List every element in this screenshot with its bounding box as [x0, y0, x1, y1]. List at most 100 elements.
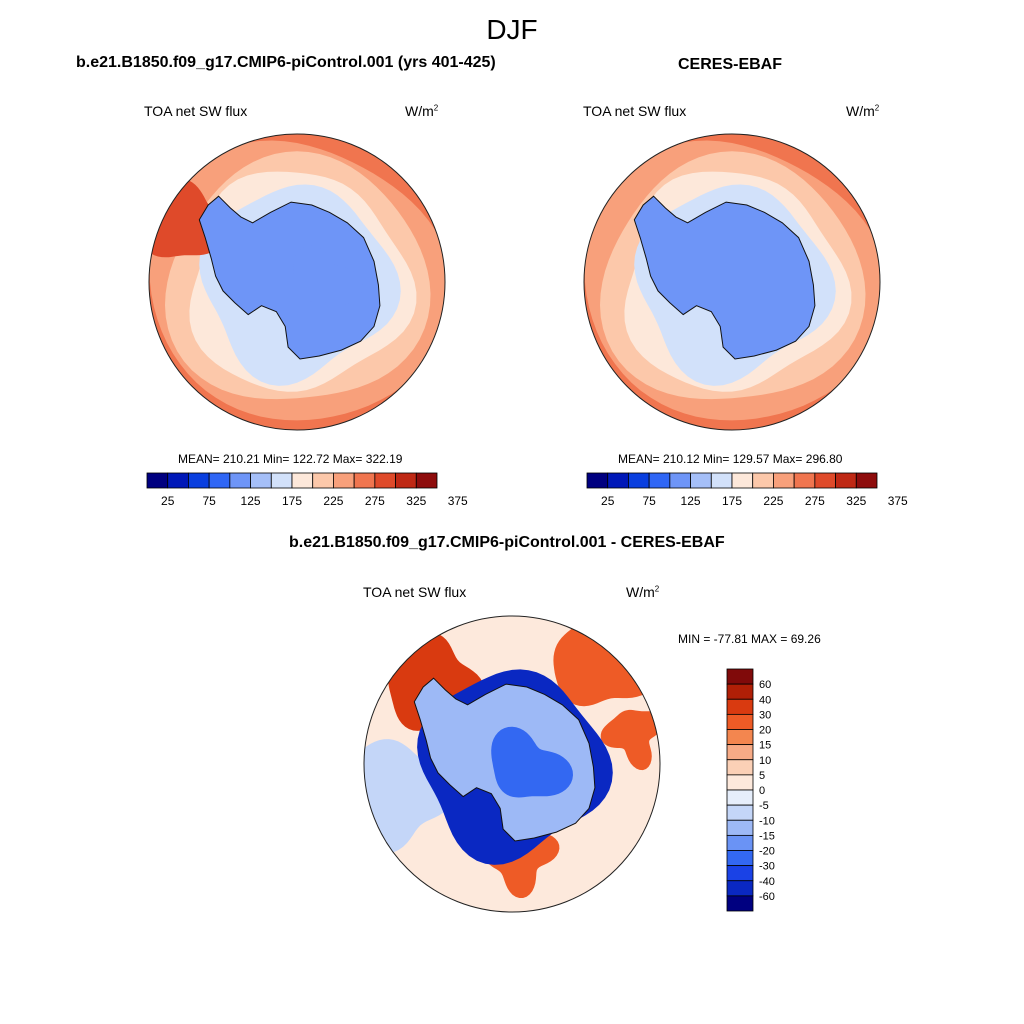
obs-colorbar-tick-label: 275: [805, 494, 825, 508]
diff-colorbar-tick-label: -15: [759, 830, 775, 842]
map-model-antarctica-landmass: [198, 195, 381, 360]
diff-colorbar-box: [726, 774, 754, 791]
model-colorbar-box: [229, 472, 251, 489]
model-colorbar-box: [146, 472, 169, 489]
model-colorbar-tick-label: 125: [241, 494, 261, 508]
model-stats: MEAN= 210.21 Min= 122.72 Max= 322.19: [178, 452, 403, 466]
diff-colorbar-box: [726, 880, 754, 897]
model-colorbar-tick-label: 325: [406, 494, 426, 508]
diff-colorbar-tick-label: 60: [759, 679, 771, 691]
diff-colorbar-box: [726, 850, 754, 867]
model-map-border: [148, 133, 446, 431]
obs-colorbar-tick-label: 325: [846, 494, 866, 508]
diff-colorbar-tick-label: 0: [759, 785, 765, 797]
diff-colorbar-box: [726, 804, 754, 821]
diff-variable-label: TOA net SW flux: [363, 584, 467, 600]
obs-panel-title: CERES-EBAF: [678, 56, 783, 73]
model-colorbar-box: [333, 472, 355, 489]
diff-colorbar-tick-label: 10: [759, 755, 771, 767]
obs-colorbar-box: [690, 472, 712, 489]
diff-patch-0: [553, 616, 655, 707]
obs-units-label: W/m2: [846, 103, 880, 119]
diff-map-border: [363, 615, 661, 913]
diff-colorbar-tick-label: 20: [759, 725, 771, 737]
diff-colorbar-box: [726, 834, 754, 851]
map-model-plateau-minimum-patch: [293, 245, 363, 305]
obs-map-border: [583, 133, 881, 431]
obs-colorbar-box: [855, 472, 878, 489]
model-colorbar-box: [395, 472, 417, 489]
model-colorbar-box: [353, 472, 376, 489]
diff-patch-4: [600, 709, 660, 771]
obs-colorbar-box: [793, 472, 816, 489]
obs-colorbar-tick-label: 375: [888, 494, 908, 508]
model-colorbar-box: [188, 472, 210, 489]
obs-colorbar-box: [607, 472, 629, 489]
model-polar-map: [149, 134, 445, 430]
model-colorbar-box: [270, 472, 293, 489]
model-colorbar-tick-label: 275: [365, 494, 385, 508]
obs-colorbar-box: [628, 472, 650, 489]
model-colorbar-box: [208, 472, 231, 489]
model-colorbar-tick-label: 175: [282, 494, 302, 508]
map-obs-antarctica-landmass: [633, 195, 816, 360]
obs-stats: MEAN= 210.12 Min= 129.57 Max= 296.80: [618, 452, 843, 466]
diff-stats: MIN = -77.81 MAX = 69.26: [678, 632, 821, 646]
diff-colorbar-box: [726, 744, 754, 761]
obs-colorbar-tick-label: 125: [681, 494, 701, 508]
obs-colorbar-tick-label: 225: [763, 494, 783, 508]
diff-colorbar-tick-label: -20: [759, 846, 775, 858]
diff-colorbar-tick-label: -10: [759, 815, 775, 827]
diff-colorbar-tick-label: 40: [759, 694, 771, 706]
obs-colorbar-box: [669, 472, 691, 489]
obs-colorbar-box: [814, 472, 836, 489]
diff-colorbar-box: [726, 895, 754, 912]
diff-colorbar-box: [726, 668, 754, 685]
model-units-label: W/m2: [405, 103, 439, 119]
diff-colorbar-box: [726, 865, 754, 882]
diff-colorbar-box: [726, 819, 754, 836]
main-title: DJF: [486, 14, 538, 45]
obs-colorbar-box: [586, 472, 609, 489]
model-colorbar-box: [415, 472, 438, 489]
obs-colorbar: 25 75 125 175 225 275 325 375: [586, 472, 908, 508]
diff-colorbar-tick-label: -60: [759, 891, 775, 903]
diff-colorbar-box: [726, 729, 754, 746]
diff-colorbar-tick-label: -5: [759, 800, 769, 812]
model-colorbar: 25 75 125 175 225 275 325 375: [146, 472, 468, 508]
diff-colorbar-box: [726, 713, 754, 730]
diff-plateau-anomaly-patch: [491, 726, 573, 798]
diff-panel-title: b.e21.B1850.f09_g17.CMIP6-piControl.001 …: [289, 534, 725, 551]
model-colorbar-box: [374, 472, 396, 489]
obs-colorbar-box: [648, 472, 671, 489]
obs-colorbar-box: [731, 472, 754, 489]
model-colorbar-box: [312, 472, 334, 489]
obs-colorbar-box: [710, 472, 733, 489]
obs-colorbar-tick-label: 75: [642, 494, 656, 508]
model-colorbar-box: [250, 472, 272, 489]
model-colorbar-tick-label: 75: [202, 494, 216, 508]
model-colorbar-box: [291, 472, 314, 489]
model-colorbar-tick-label: 225: [323, 494, 343, 508]
model-panel-title: b.e21.B1850.f09_g17.CMIP6-piControl.001 …: [76, 54, 496, 71]
diff-colorbar-box: [726, 683, 754, 700]
diff-colorbar-tick-label: 15: [759, 740, 771, 752]
obs-polar-map: [584, 134, 880, 430]
diff-colorbar: 60 40 30 20 15 10 5 0 -5 -10 -15 -20 -30 -40 -60: [726, 668, 775, 912]
diff-colorbar-tick-label: -30: [759, 861, 775, 873]
obs-colorbar-tick-label: 25: [601, 494, 615, 508]
model-colorbar-tick-label: 25: [161, 494, 175, 508]
diff-colorbar-tick-label: 30: [759, 709, 771, 721]
model-colorbar-box: [167, 472, 189, 489]
diff-colorbar-box: [726, 698, 754, 715]
diff-units-label: W/m2: [626, 584, 660, 600]
obs-colorbar-box: [835, 472, 857, 489]
obs-variable-label: TOA net SW flux: [583, 103, 687, 119]
diff-colorbar-tick-label: -40: [759, 876, 775, 888]
diff-colorbar-box: [726, 789, 754, 806]
model-variable-label: TOA net SW flux: [144, 103, 248, 119]
obs-colorbar-tick-label: 175: [722, 494, 742, 508]
diff-colorbar-box: [726, 759, 754, 776]
diff-colorbar-tick-label: 5: [759, 770, 765, 782]
